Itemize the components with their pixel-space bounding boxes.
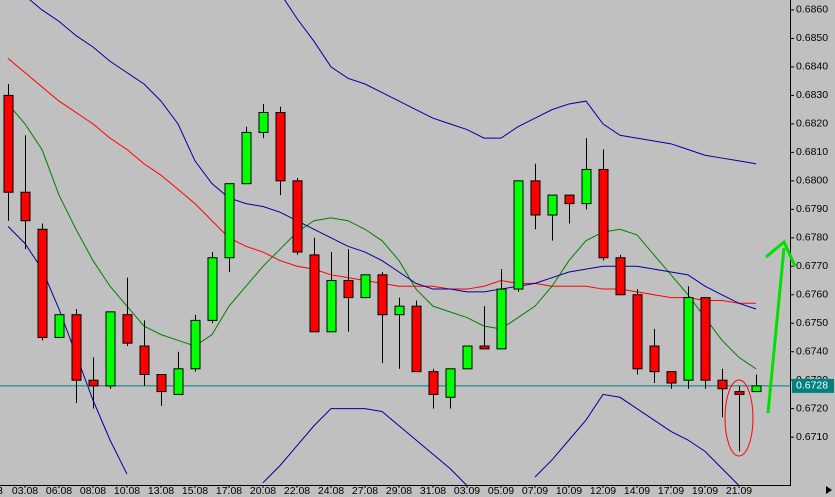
candle-body <box>632 294 643 370</box>
candle-body <box>649 345 660 373</box>
candle-body <box>275 111 286 182</box>
candle-body <box>173 368 184 395</box>
indicator-line <box>7 226 740 485</box>
candle-body <box>360 274 371 299</box>
y-tick-label: 0.6860 <box>796 4 828 16</box>
annotations <box>724 239 797 457</box>
candle-body <box>88 379 99 387</box>
x-tick-label: 21.09 <box>726 485 752 497</box>
x-tick-label: 07.09 <box>522 485 548 497</box>
x-tick-label: 05.09 <box>488 485 514 497</box>
candle-body <box>598 168 609 259</box>
trend-arrow-head <box>765 239 797 267</box>
y-tick-label: 0.6810 <box>796 146 828 158</box>
y-tick-label: 0.6830 <box>796 89 828 101</box>
y-tick-label: 0.6740 <box>796 345 828 357</box>
candle-body <box>462 345 473 370</box>
price-label-box <box>792 378 834 393</box>
x-tick-label: 24.08 <box>318 485 344 497</box>
candle-body <box>139 345 150 376</box>
x-tick-label: 31.08 <box>420 485 446 497</box>
candle-body <box>37 228 48 338</box>
candle-body <box>54 314 65 338</box>
y-tick-label: 0.6750 <box>796 317 828 329</box>
candle-body <box>428 371 439 395</box>
x-tick-label: 19.09 <box>692 485 718 497</box>
candle-body <box>717 379 728 390</box>
highlight-ellipse <box>724 379 754 457</box>
price-label: 0.6728 <box>796 380 828 392</box>
indicator-line <box>284 0 757 165</box>
x-tick-label: 29.08 <box>386 485 412 497</box>
candle-body <box>581 168 592 205</box>
y-tick-label: 0.6820 <box>796 118 828 130</box>
candle-body <box>224 183 235 259</box>
y-tick-label: 0.6710 <box>796 431 828 443</box>
candle-body <box>71 314 82 381</box>
x-tick-label: 06.08 <box>46 485 72 497</box>
indicator-line <box>29 0 757 310</box>
candle-body <box>700 297 711 381</box>
candle-body <box>377 274 388 316</box>
plot-area <box>0 0 790 485</box>
candle-body <box>343 280 354 299</box>
candle-body <box>258 111 269 133</box>
x-tick-label: 10.08 <box>114 485 140 497</box>
candle-body <box>751 385 762 393</box>
candle-body <box>20 191 31 222</box>
candle-body <box>666 371 677 384</box>
candle-body <box>105 311 116 387</box>
x-tick-label: 3 <box>0 485 3 497</box>
candle-body <box>190 319 201 370</box>
x-tick-label: 22.08 <box>284 485 310 497</box>
candle-body <box>513 180 524 290</box>
x-tick-label: 03.08 <box>12 485 38 497</box>
candle-body <box>683 297 694 381</box>
x-tick-label: 20.08 <box>250 485 276 497</box>
indicator-line <box>7 103 757 370</box>
candle-body <box>734 391 745 395</box>
candle-body <box>445 368 456 398</box>
trend-arrow <box>766 247 786 414</box>
candle-body <box>547 194 558 216</box>
candle-body <box>411 305 422 373</box>
scroll-arrow <box>826 486 832 494</box>
candle-body <box>241 131 252 185</box>
y-tick-label: 0.6800 <box>796 175 828 187</box>
y-tick-label: 0.6760 <box>796 289 828 301</box>
candle-body <box>122 314 133 344</box>
x-tick-label: 08.08 <box>80 485 106 497</box>
candle-body <box>309 254 320 333</box>
candle-body <box>326 280 337 333</box>
candle-body <box>207 257 218 321</box>
candle-body <box>479 345 490 350</box>
y-tick-label: 0.6850 <box>796 32 828 44</box>
candle-body <box>3 94 14 193</box>
x-tick-label: 10.09 <box>556 485 582 497</box>
candle-body <box>292 180 303 253</box>
y-tick-label: 0.6780 <box>796 232 828 244</box>
x-tick-label: 14.09 <box>624 485 650 497</box>
x-tick-label: 17.08 <box>216 485 242 497</box>
candle-body <box>615 257 626 296</box>
candle-body <box>394 305 405 316</box>
y-tick-label: 0.6770 <box>796 260 828 272</box>
x-tick-label: 17.09 <box>658 485 684 497</box>
x-tick-label: 13.08 <box>148 485 174 497</box>
y-tick-label: 0.6720 <box>796 402 828 414</box>
x-tick-label: 03.09 <box>454 485 480 497</box>
y-tick-label: 0.6840 <box>796 61 828 73</box>
x-tick-label: 15.08 <box>182 485 208 497</box>
candle-body <box>530 180 541 216</box>
x-tick-label: 27.08 <box>352 485 378 497</box>
candle-body <box>496 288 507 350</box>
candle-body <box>156 374 167 393</box>
y-tick-label: 0.6790 <box>796 203 828 215</box>
candle-body <box>564 194 575 205</box>
x-tick-label: 12.09 <box>590 485 616 497</box>
